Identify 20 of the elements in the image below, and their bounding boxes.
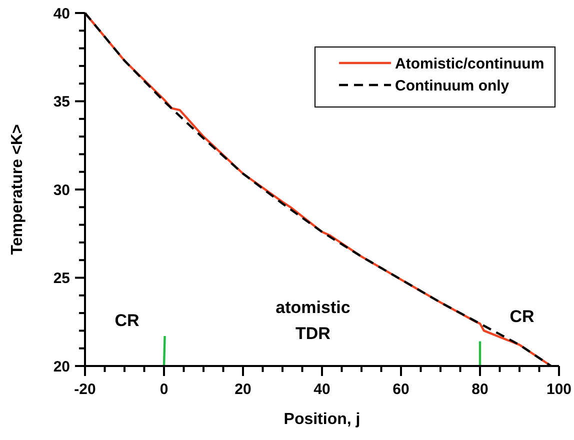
x-tick-label: 0 [160, 381, 168, 398]
x-tick-label: 20 [234, 381, 252, 398]
annotation: TDR [296, 324, 330, 343]
legend-label: Continuum only [395, 77, 510, 94]
x-tick-label: 80 [472, 381, 488, 398]
legend-label: Atomistic/continuum [395, 55, 544, 72]
y-tick-label: 25 [53, 270, 70, 287]
y-axis-title: Temperature <K> [9, 124, 26, 255]
x-tick-label: -20 [74, 381, 96, 398]
annotation: CR [510, 306, 534, 326]
y-tick-label: 40 [53, 5, 70, 22]
x-axis-title: Position, j [284, 411, 360, 428]
x-tick-label: 100 [546, 381, 572, 398]
annotation: CR [114, 310, 140, 330]
y-tick-label: 35 [53, 94, 70, 110]
annotation: atomistic [276, 298, 350, 317]
x-tick-label: 60 [392, 381, 410, 398]
y-tick-label: 20 [53, 358, 70, 376]
y-tick-label: 30 [53, 182, 70, 199]
x-tick-label: 40 [314, 381, 330, 398]
